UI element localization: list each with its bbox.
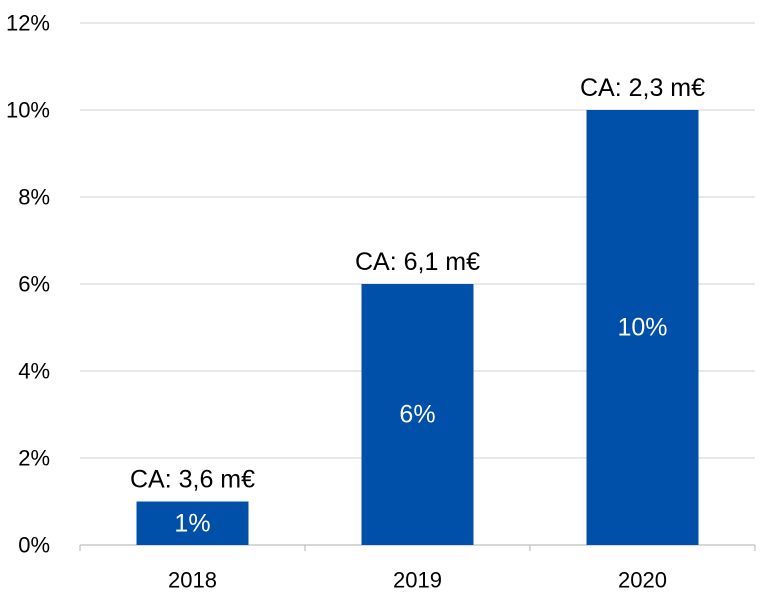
bar [361,284,474,545]
bar-value-label: 6% [399,401,435,429]
y-tick-label: 12% [6,11,50,36]
bar-annotation-label: CA: 6,1 m€ [355,248,480,276]
y-tick-label: 8% [18,185,50,210]
x-tick-label: 2020 [618,568,667,593]
bar-annotation-label: CA: 2,3 m€ [580,74,705,102]
y-tick-label: 0% [18,533,50,558]
bar [586,110,699,545]
bar-value-label: 10% [617,314,667,342]
x-axis [79,544,756,551]
bar-value-label: 1% [174,509,210,537]
y-tick-label: 2% [18,446,50,471]
y-tick-label: 6% [18,272,50,297]
bar-annotation-label: CA: 3,6 m€ [130,466,255,494]
x-tick-label: 2019 [393,568,442,593]
data-labels: 1% CA: 3,6 m€ 6% CA: 6,1 m€ 10% CA: 2,3 m€ [130,74,705,537]
bars [136,110,699,545]
y-tick-label: 10% [6,98,50,123]
x-axis-tick-labels: 2018 2019 2020 [168,568,667,593]
y-axis-tick-labels: 0% 2% 4% 6% 8% 10% 12% [6,11,50,558]
x-tick-label: 2018 [168,568,217,593]
bar [136,501,249,545]
y-tick-label: 4% [18,359,50,384]
